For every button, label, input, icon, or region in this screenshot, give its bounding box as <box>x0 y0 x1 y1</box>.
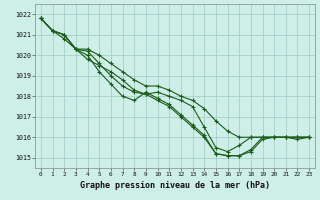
X-axis label: Graphe pression niveau de la mer (hPa): Graphe pression niveau de la mer (hPa) <box>80 181 270 190</box>
